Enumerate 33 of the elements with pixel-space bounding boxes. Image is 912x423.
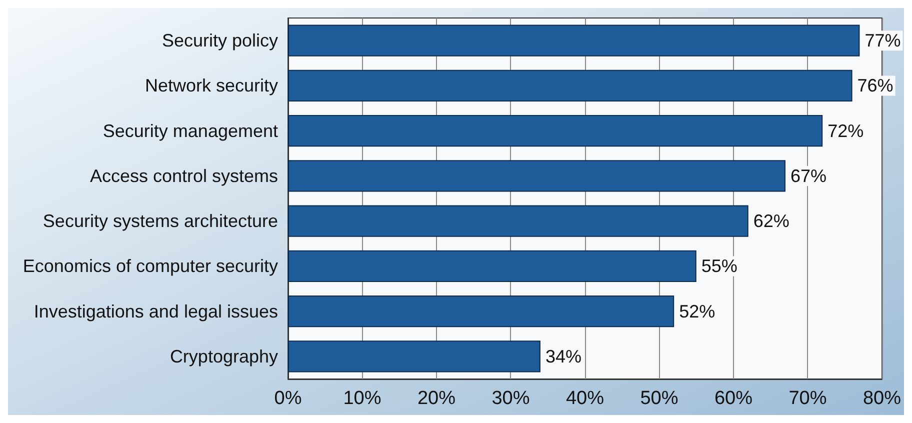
data-label: 67% [790,166,826,186]
y-tick-label: Cryptography [170,346,278,366]
data-label: 77% [864,30,901,51]
bar [288,160,786,192]
data-label: 52% [679,301,716,322]
bar [288,205,748,237]
x-tick-label: 0% [274,388,302,409]
y-tick-label: Security systems architecture [42,211,278,232]
data-label: 62% [753,211,790,232]
bar [288,24,860,56]
y-tick-label: Economics of computer security [22,256,278,276]
data-label: 34% [545,346,582,366]
bar [288,115,823,147]
x-tick-label: 40% [566,388,604,409]
x-tick-label: 70% [788,388,827,409]
bar [288,340,540,372]
x-tick-label: 80% [862,388,902,409]
bar [288,70,852,102]
data-label: 55% [701,256,738,276]
x-tick-label: 50% [640,388,678,409]
data-label: 76% [857,76,894,96]
y-tick-label: Access control systems [90,166,278,186]
x-tick-label: 30% [492,388,530,409]
bar [288,296,674,328]
x-tick-label: 10% [343,388,382,409]
y-tick-label: Investigations and legal issues [34,301,278,322]
y-tick-label: Security policy [162,30,278,51]
bar [288,250,696,282]
y-tick-label: Network security [144,76,278,96]
data-label: 72% [828,120,864,141]
x-tick-label: 60% [714,388,753,409]
x-tick-label: 20% [417,388,456,409]
y-tick-label: Security management [102,120,278,141]
